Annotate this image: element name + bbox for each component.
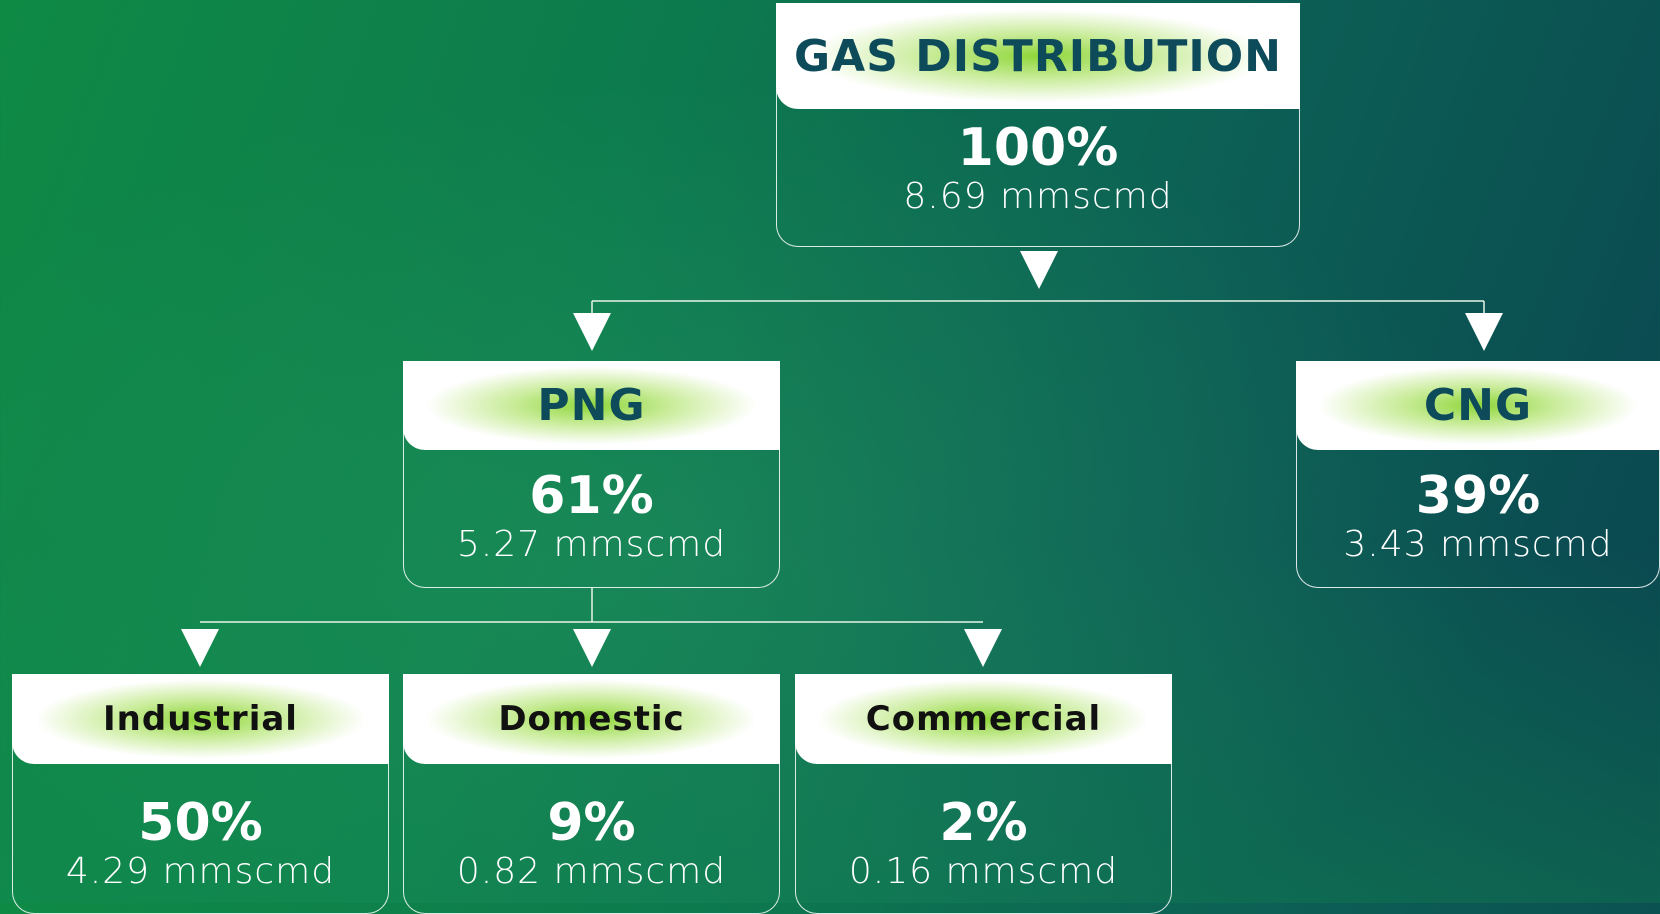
node-body: 9% 0.82 mmscmd bbox=[403, 714, 780, 914]
node-title: CNG bbox=[1296, 361, 1660, 450]
node: 39% 3.43 mmscmd CNG bbox=[1296, 361, 1660, 588]
node: 9% 0.82 mmscmd Domestic bbox=[403, 674, 780, 914]
volume: 5.27 mmscmd bbox=[456, 524, 727, 565]
volume: 4.29 mmscmd bbox=[65, 851, 336, 892]
percent: 39% bbox=[1415, 466, 1541, 526]
percent: 50% bbox=[138, 793, 263, 853]
node-body: 100% 8.69 mmscmd bbox=[776, 43, 1300, 247]
node: 100% 8.69 mmscmd GAS DISTRIBUTION bbox=[776, 3, 1300, 247]
node-title: PNG bbox=[403, 361, 780, 450]
node: 50% 4.29 mmscmd Industrial bbox=[12, 674, 389, 914]
node: 61% 5.27 mmscmd PNG bbox=[403, 361, 780, 588]
node-title: Domestic bbox=[403, 674, 780, 764]
node-body: 39% 3.43 mmscmd bbox=[1296, 401, 1660, 588]
percent: 9% bbox=[547, 793, 636, 853]
node-body: 61% 5.27 mmscmd bbox=[403, 401, 780, 588]
percent: 100% bbox=[957, 118, 1119, 178]
volume: 0.82 mmscmd bbox=[456, 851, 727, 892]
volume: 0.16 mmscmd bbox=[848, 851, 1119, 892]
node-body: 50% 4.29 mmscmd bbox=[12, 714, 389, 914]
volume: 8.69 mmscmd bbox=[903, 176, 1173, 217]
node-title: Commercial bbox=[795, 674, 1172, 764]
volume: 3.43 mmscmd bbox=[1343, 524, 1613, 565]
node-title: GAS DISTRIBUTION bbox=[776, 3, 1300, 109]
percent: 61% bbox=[529, 466, 654, 526]
percent: 2% bbox=[939, 793, 1028, 853]
node: 2% 0.16 mmscmd Commercial bbox=[795, 674, 1172, 914]
node-title: Industrial bbox=[12, 674, 389, 764]
